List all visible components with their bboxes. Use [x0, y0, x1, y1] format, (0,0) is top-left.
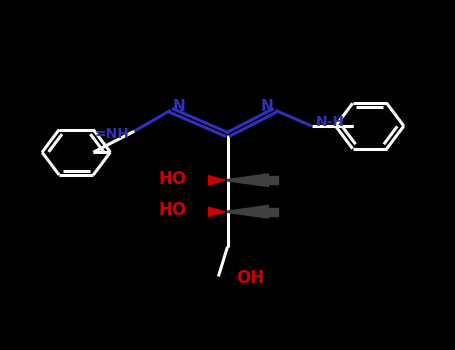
Text: HO: HO	[158, 201, 187, 219]
Polygon shape	[208, 207, 225, 216]
Text: =NH: =NH	[95, 127, 130, 141]
Text: N: N	[261, 99, 273, 113]
Text: HO: HO	[158, 170, 187, 188]
Polygon shape	[228, 174, 268, 187]
Bar	[268, 176, 278, 184]
Bar	[268, 208, 278, 216]
Text: N-H: N-H	[316, 116, 345, 130]
Text: N: N	[172, 99, 185, 113]
Polygon shape	[228, 205, 268, 218]
Polygon shape	[208, 176, 225, 185]
Text: OH: OH	[237, 269, 265, 287]
